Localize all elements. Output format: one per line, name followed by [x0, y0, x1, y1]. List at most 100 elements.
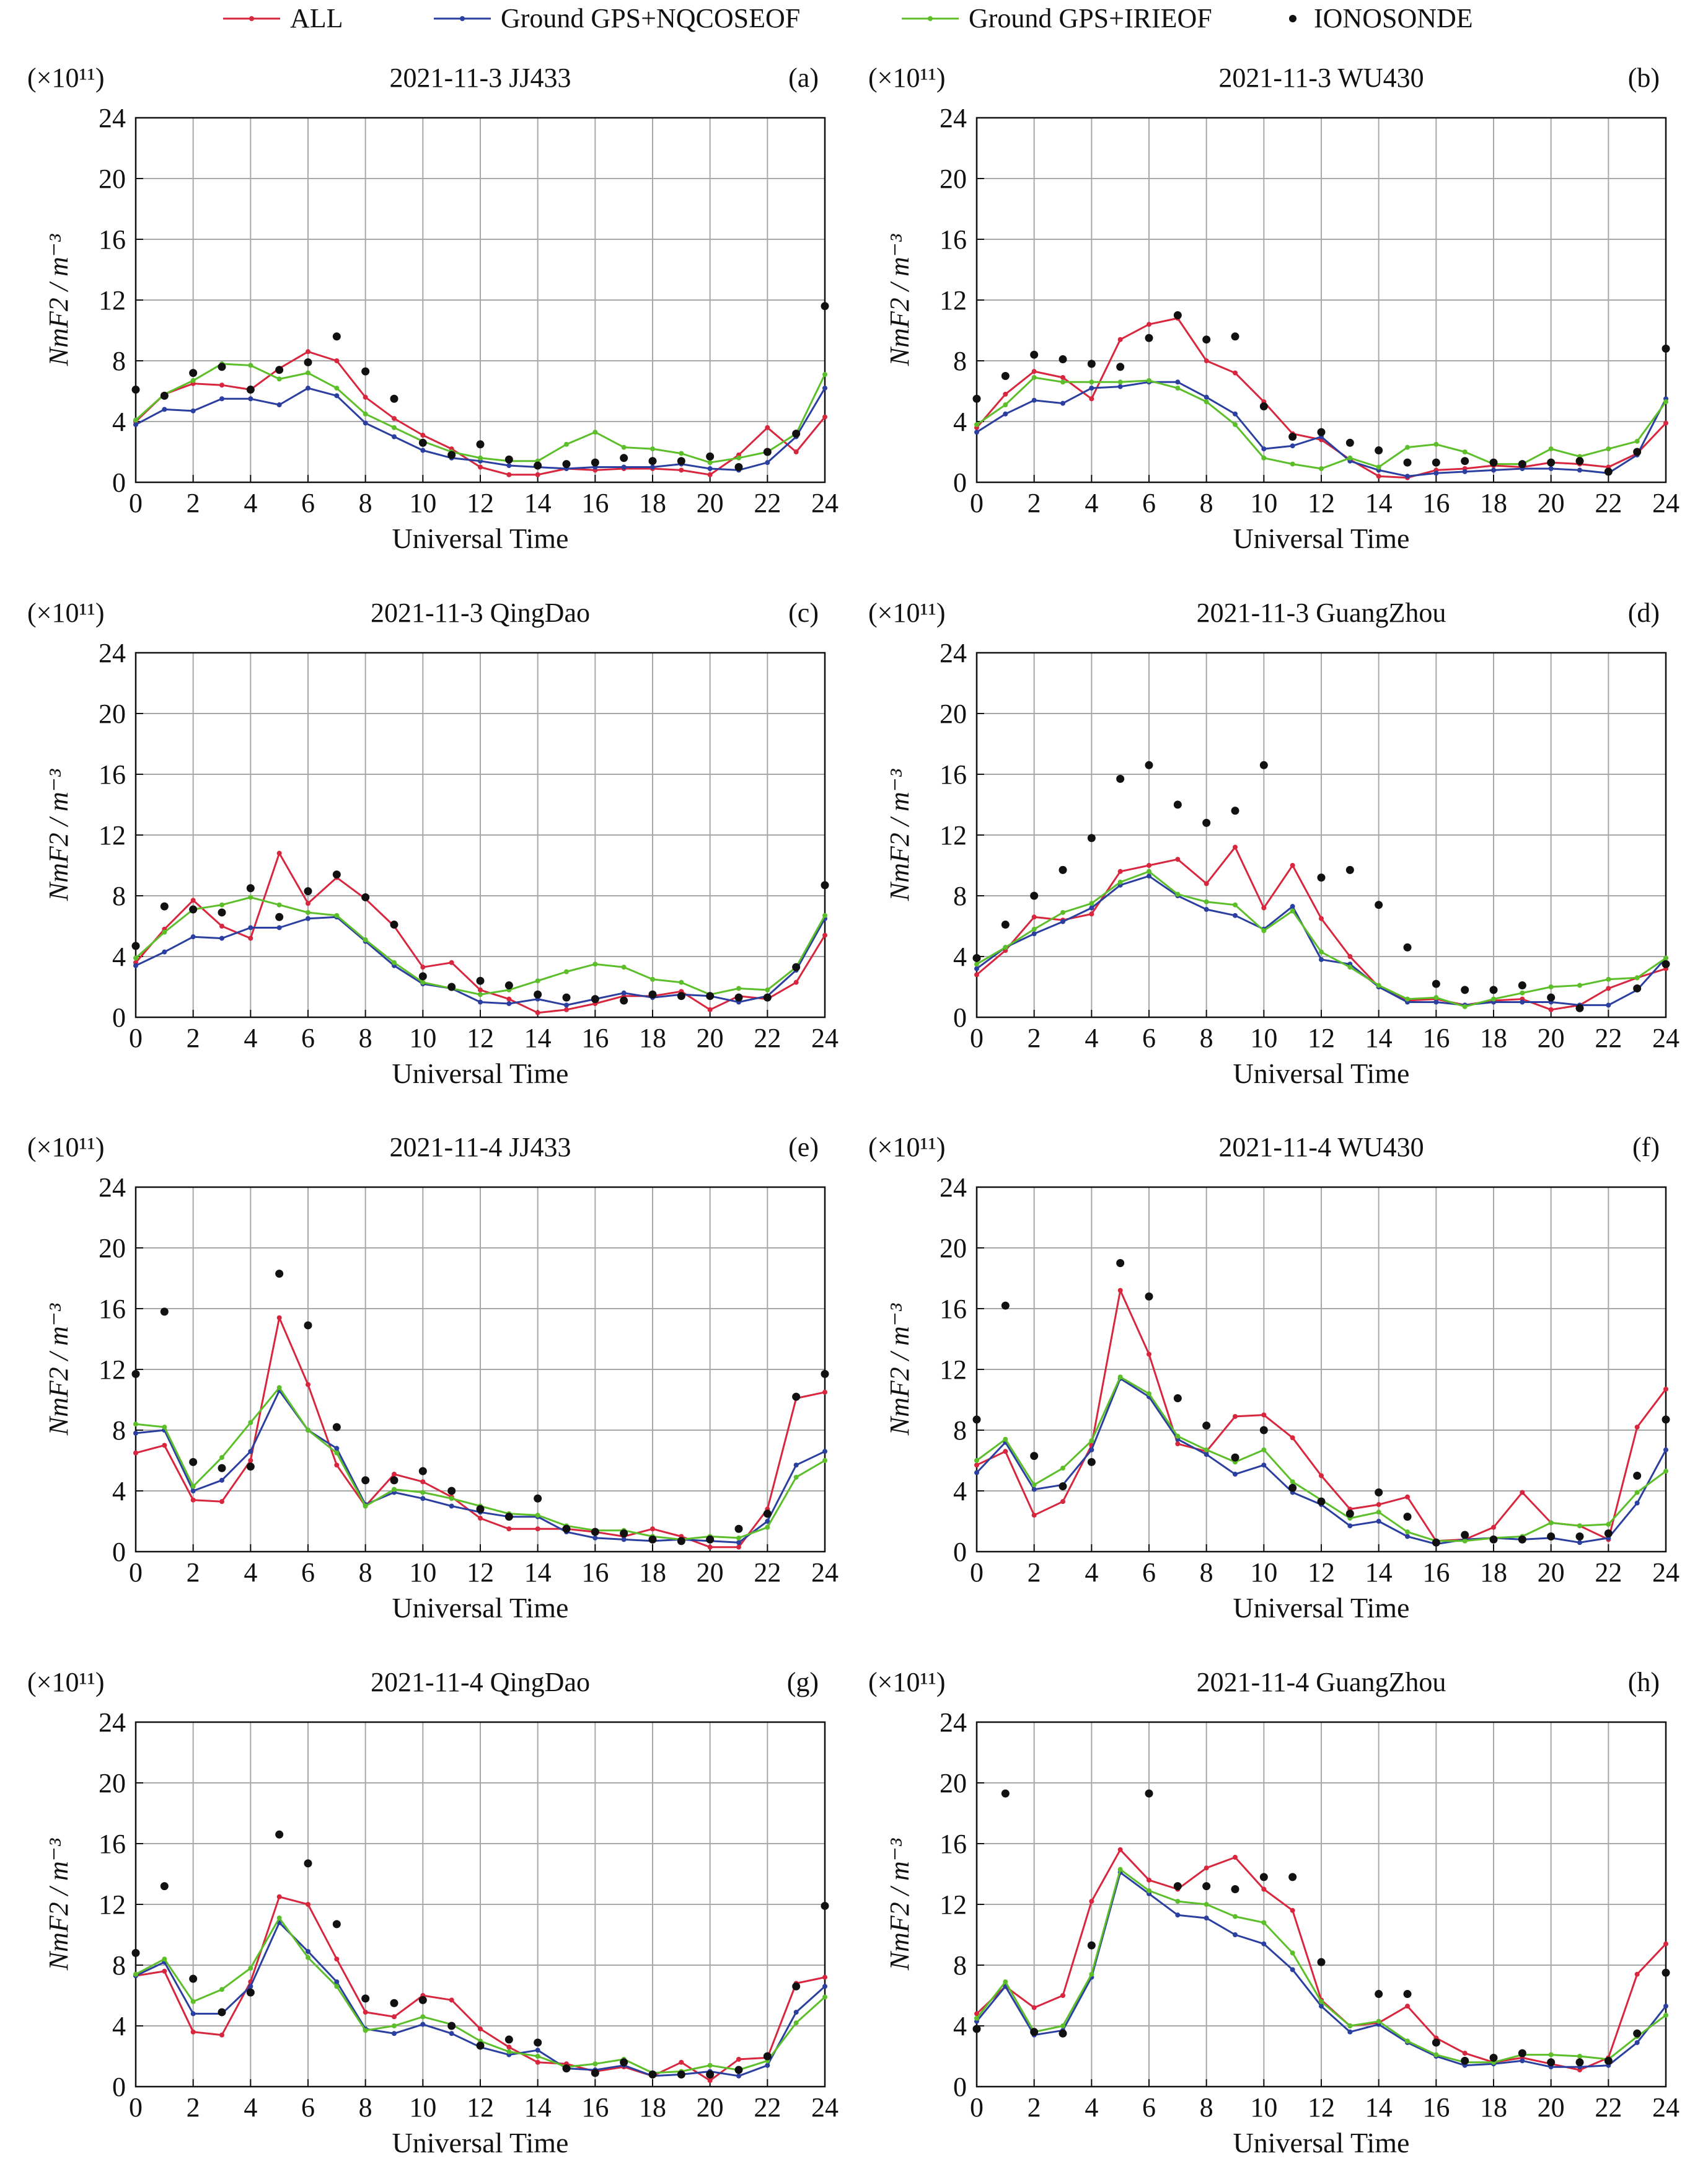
x-tick-label: 14	[1365, 488, 1393, 518]
ionosonde-point	[418, 1996, 427, 2004]
ionosonde-point	[763, 993, 772, 1002]
series-point	[564, 1007, 569, 1012]
series-point	[392, 1487, 397, 1492]
y-tick-label: 24	[99, 103, 126, 133]
y-axis: 0 4 8 12 16 20 24	[940, 1707, 984, 2102]
series-point	[219, 2032, 224, 2038]
series-point	[1117, 337, 1123, 342]
y-axis: 0 4 8 12 16 20 24	[99, 1172, 143, 1567]
ionosonde-point	[1432, 1538, 1440, 1547]
x-tick-label: 18	[1480, 488, 1507, 518]
ionosonde-point	[275, 913, 284, 921]
x-tick-label: 18	[1480, 2092, 1507, 2123]
series-point	[1548, 466, 1554, 471]
y-axis-label: NmF2 / m⁻³	[43, 234, 74, 366]
ionosonde-point	[972, 2025, 981, 2033]
series-point	[1347, 1523, 1353, 1529]
series-point	[1031, 914, 1037, 920]
ionosonde-point	[304, 358, 312, 366]
series-point	[793, 1474, 799, 1480]
legend-item-3: IONOSONDE	[1289, 3, 1473, 33]
y-tick-label: 0	[112, 1002, 126, 1033]
ionosonde-point	[390, 394, 398, 403]
ionosonde-point	[418, 1467, 427, 1475]
ionosonde-point	[304, 887, 312, 896]
grid-lines	[136, 653, 825, 1017]
ionosonde-point	[562, 460, 571, 469]
x-tick-label: 18	[1480, 1557, 1507, 1588]
x-tick-label: 10	[409, 2092, 436, 2123]
ionosonde-point	[1662, 1968, 1670, 1977]
series-point	[506, 2044, 512, 2050]
legend-label: Ground GPS+NQCOSEOF	[501, 3, 800, 33]
series-point	[1663, 1447, 1668, 1452]
x-axis-label: Universal Time	[1233, 1592, 1410, 1624]
series-point	[420, 1496, 426, 1501]
series-point	[1376, 1502, 1381, 1508]
ionosonde-point	[1231, 1885, 1239, 1893]
series-point	[306, 1948, 310, 1954]
ionosonde-point	[1288, 1483, 1297, 1492]
ionosonde-point	[1547, 993, 1556, 1002]
x-tick-label: 8	[359, 1557, 372, 1588]
series-point	[621, 965, 627, 970]
series-point	[1175, 891, 1181, 897]
series-point	[1290, 1907, 1295, 1913]
x-tick-label: 16	[1422, 488, 1450, 518]
ionosonde-point	[332, 332, 341, 341]
panel-label: (b)	[1628, 63, 1660, 93]
x-tick-label: 2	[187, 1557, 200, 1588]
series-point	[392, 434, 397, 440]
ionosonde-point	[1116, 363, 1125, 371]
chart-title: 2021-11-4 GuangZhou	[1197, 1667, 1446, 1697]
series-point	[276, 402, 282, 408]
series-point	[1663, 420, 1668, 426]
y-axis: 0 4 8 12 16 20 24	[99, 103, 143, 498]
ionosonde-point	[504, 2035, 513, 2044]
ionosonde-point	[332, 1423, 341, 1431]
series-point	[276, 1916, 282, 1921]
series-point	[248, 1458, 253, 1463]
ionosonde-point	[390, 921, 398, 929]
series-point	[1376, 1509, 1381, 1515]
series-point	[392, 1472, 397, 1477]
series-point	[736, 2073, 741, 2079]
legend-item-1: Ground GPS+NQCOSEOF	[434, 3, 800, 33]
series-point	[162, 1956, 167, 1962]
scale-factor-label: (×10¹¹)	[868, 63, 946, 93]
series-point	[449, 960, 454, 965]
ionosonde-point	[1662, 960, 1670, 968]
chart-panel-f: (×10¹¹) 2021-11-4 WU430 (f)0 2 4 6 8 10 12 14 16 18…	[868, 1132, 1679, 1624]
ionosonde-point	[160, 1307, 169, 1316]
ionosonde-point	[1030, 2028, 1039, 2036]
ionosonde-point	[1547, 458, 1556, 467]
series-point	[363, 2009, 368, 2015]
x-tick-label: 22	[754, 1023, 781, 1053]
series-point	[334, 1462, 340, 1468]
series-point	[1031, 926, 1037, 932]
y-tick-label: 16	[940, 1829, 967, 1859]
series-point	[478, 999, 483, 1005]
legend-marker	[928, 16, 933, 21]
y-tick-label: 4	[112, 407, 126, 437]
series-point	[1175, 857, 1181, 862]
ionosonde-point	[1317, 1497, 1326, 1506]
series-point	[190, 2029, 196, 2035]
series-point	[765, 460, 770, 466]
series-point	[1347, 2029, 1353, 2035]
ionosonde-point	[1375, 1488, 1383, 1496]
x-tick-label: 6	[1142, 1023, 1156, 1053]
ionosonde-point	[706, 452, 715, 461]
ionosonde-point	[332, 870, 341, 879]
ionosonde-point	[447, 451, 456, 459]
x-axis-label: Universal Time	[1233, 1058, 1410, 1089]
legend-label: IONOSONDE	[1314, 3, 1473, 33]
series-point	[1290, 1950, 1295, 1956]
series-point	[793, 979, 799, 985]
legend-marker	[249, 16, 254, 21]
x-tick-label: 6	[1142, 488, 1156, 518]
series-point	[306, 386, 310, 391]
ionosonde-point	[1345, 865, 1354, 874]
series-point	[1031, 931, 1037, 937]
ionosonde-point	[677, 2070, 685, 2079]
